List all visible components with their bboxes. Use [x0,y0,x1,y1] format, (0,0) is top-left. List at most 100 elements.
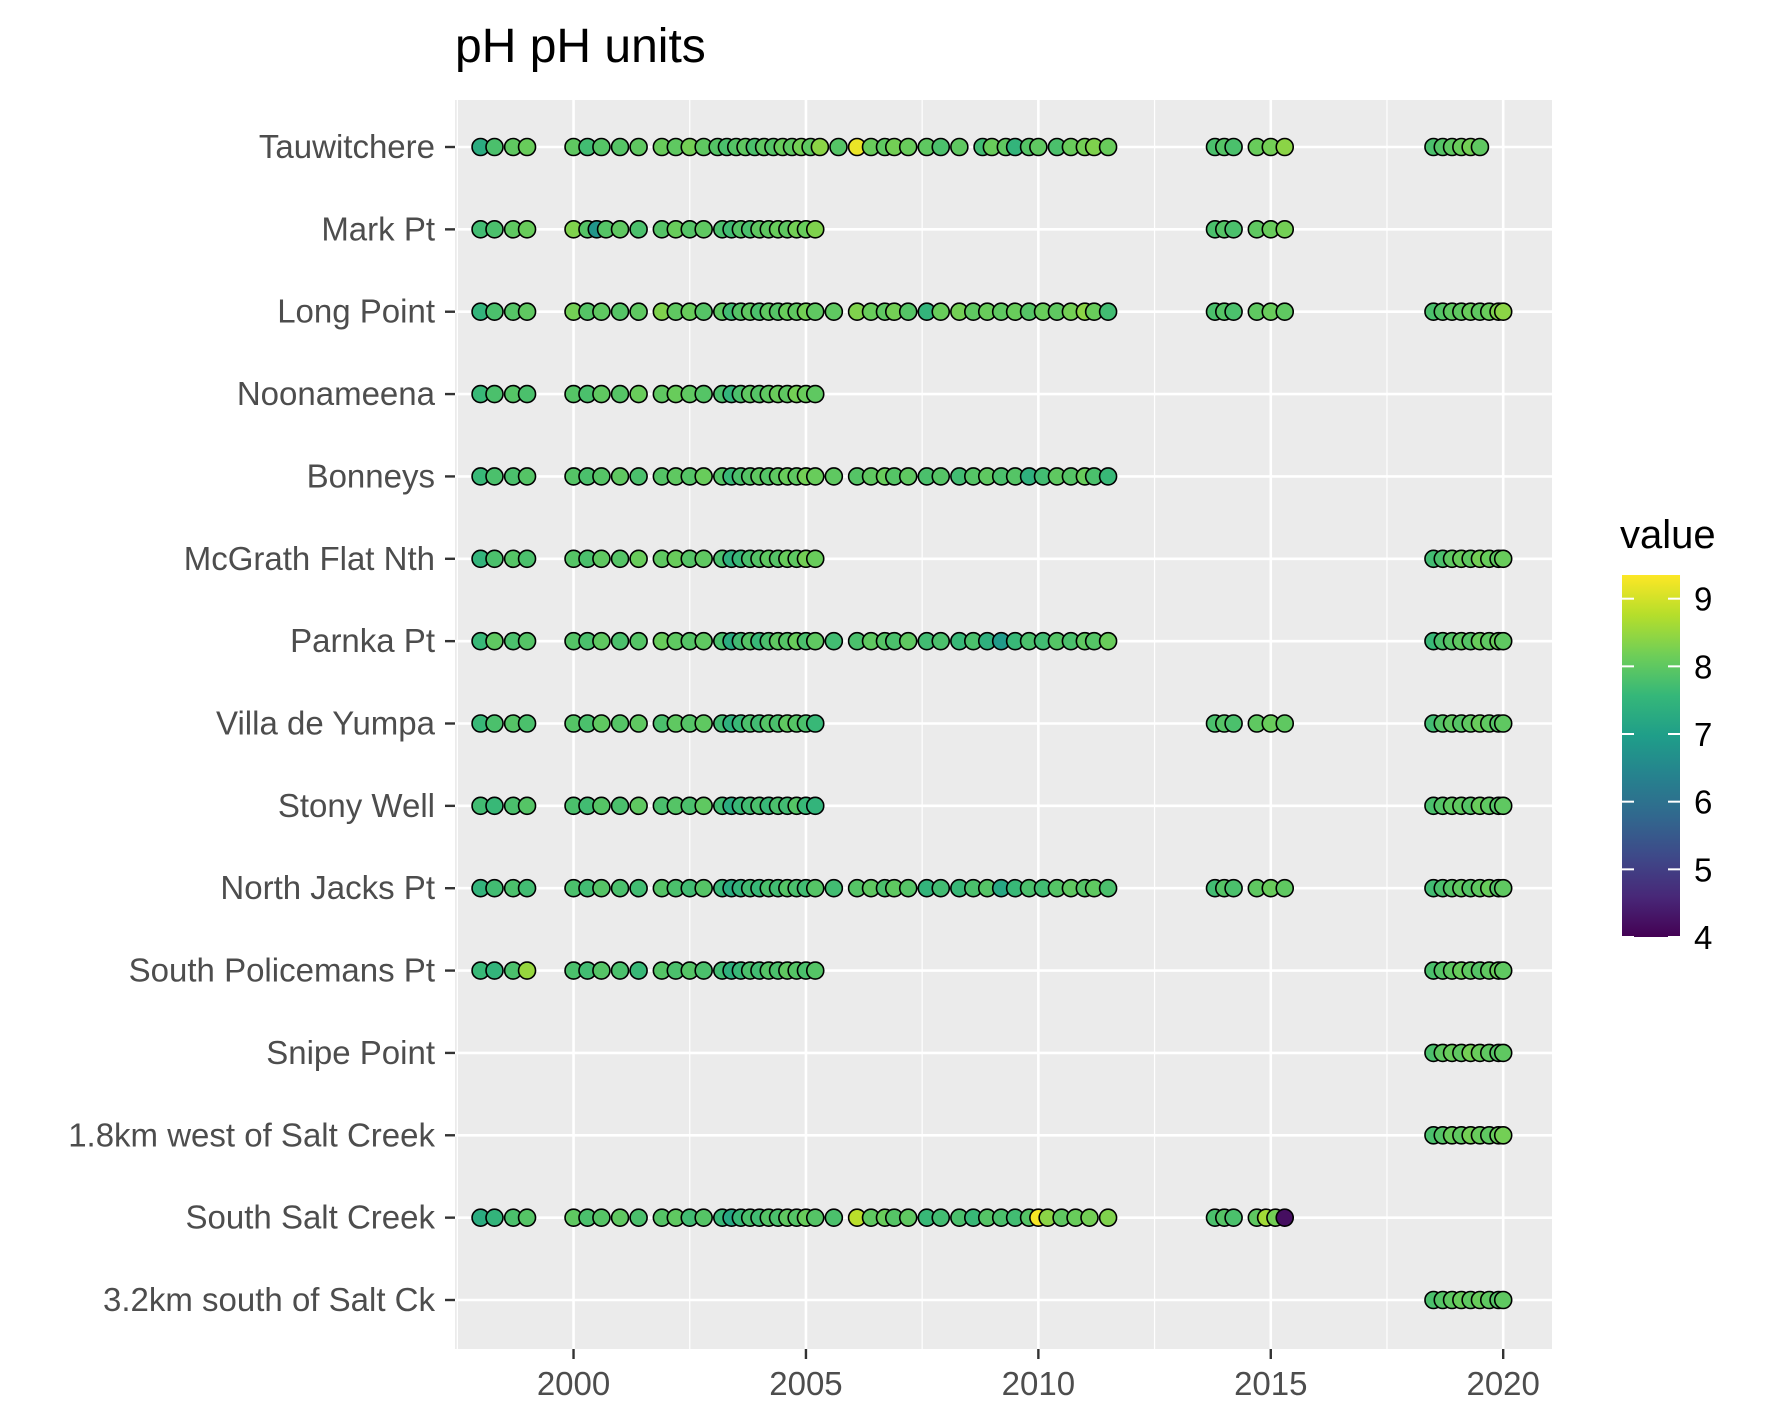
data-point [592,961,611,980]
data-point [1098,878,1118,898]
data-point [694,631,713,651]
data-point [1224,220,1243,239]
data-point [629,1208,648,1227]
data-point [485,796,504,816]
data-point [805,384,825,404]
data-point [1493,631,1513,651]
data-point [517,796,537,816]
y-tick-label: 1.8km west of Salt Creek [68,1116,435,1153]
data-point [1493,796,1513,816]
data-point [592,796,611,816]
data-point [805,467,825,486]
data-point [694,467,713,486]
data-point [1493,549,1513,569]
y-tick-label: Villa de Yumpa [216,705,436,742]
data-point [1224,878,1243,898]
data-point [629,631,648,651]
data-point [694,961,713,980]
data-point [805,714,825,733]
data-point [694,878,713,898]
data-point [931,631,951,651]
data-point [931,137,951,157]
data-point [1493,1290,1513,1310]
data-point [592,631,611,651]
y-tick-label: McGrath Flat Nth [184,540,435,577]
data-point [1224,714,1243,733]
data-point [898,631,918,651]
data-point [592,137,611,157]
data-point [694,796,713,816]
data-point [1275,714,1295,733]
data-point [1098,302,1118,322]
y-axis: Tauwitchere Mark Pt Long Point Noonameena Bo… [68,128,455,1318]
x-axis: 2000 2005 2010 2015 2020 [537,1349,1540,1402]
data-point [824,1208,844,1227]
legend-tick-label: 9 [1694,581,1712,618]
y-tick-label: Bonneys [307,457,435,494]
data-point [629,878,648,898]
legend-ticks: 4 5 6 7 8 9 [1622,581,1712,956]
data-point [1224,302,1243,322]
y-tick-label: South Policemans Pt [129,952,435,989]
data-point [629,961,648,980]
data-point [485,878,504,898]
y-tick-label: South Salt Creek [186,1199,436,1236]
data-point [1493,1043,1513,1063]
data-point [805,878,825,898]
data-point [1098,631,1118,651]
data-point [610,302,630,322]
data-point [810,137,830,157]
data-point [485,220,504,239]
data-point [485,302,504,322]
data-point [694,714,713,733]
data-point [629,220,648,239]
data-point [805,549,825,569]
data-point [592,1208,611,1227]
data-point [1493,878,1513,898]
data-point [805,1208,825,1227]
data-point [517,714,537,733]
data-point [805,631,825,651]
data-point [1275,220,1295,239]
data-point [824,302,844,322]
y-tick-label: Tauwitchere [259,128,435,165]
y-tick-label: Noonameena [237,375,436,412]
data-point [517,1208,537,1227]
data-point [694,302,713,322]
data-point [1098,1208,1118,1227]
data-point [610,878,630,898]
data-point [694,1208,713,1227]
data-point [485,714,504,733]
data-point [898,302,918,322]
data-point [898,137,918,157]
data-point [1493,714,1513,733]
data-point [805,796,825,816]
data-point [592,549,611,569]
y-tick-label: Stony Well [278,787,435,824]
data-point [931,1208,951,1227]
data-point [1098,137,1118,157]
data-point [517,137,537,157]
data-point [1098,467,1118,486]
data-point [629,467,648,486]
data-point [1493,1125,1513,1145]
data-point [1224,137,1243,157]
data-point [1275,1208,1295,1227]
data-point [1029,137,1048,157]
data-point [1493,961,1513,980]
data-point [610,137,630,157]
data-point [1275,878,1295,898]
data-point [1493,302,1513,322]
data-point [517,549,537,569]
data-point [1275,302,1295,322]
data-point [805,302,825,322]
data-point [931,302,951,322]
data-point [1224,1208,1243,1227]
legend-tick-label: 5 [1694,851,1712,888]
data-point [629,549,648,569]
data-point [592,878,611,898]
data-point [610,384,630,404]
data-point [610,467,630,486]
data-point [950,137,969,157]
data-point [829,137,848,157]
